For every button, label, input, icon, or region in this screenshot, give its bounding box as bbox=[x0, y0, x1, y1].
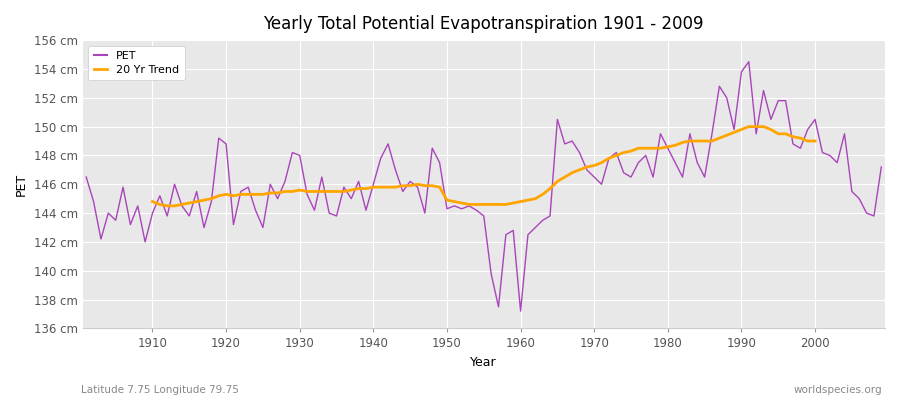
Y-axis label: PET: PET bbox=[15, 173, 28, 196]
Legend: PET, 20 Yr Trend: PET, 20 Yr Trend bbox=[88, 46, 184, 80]
X-axis label: Year: Year bbox=[471, 356, 497, 369]
Title: Yearly Total Potential Evapotranspiration 1901 - 2009: Yearly Total Potential Evapotranspiratio… bbox=[264, 15, 704, 33]
Text: Latitude 7.75 Longitude 79.75: Latitude 7.75 Longitude 79.75 bbox=[81, 385, 239, 395]
Text: worldspecies.org: worldspecies.org bbox=[794, 385, 882, 395]
